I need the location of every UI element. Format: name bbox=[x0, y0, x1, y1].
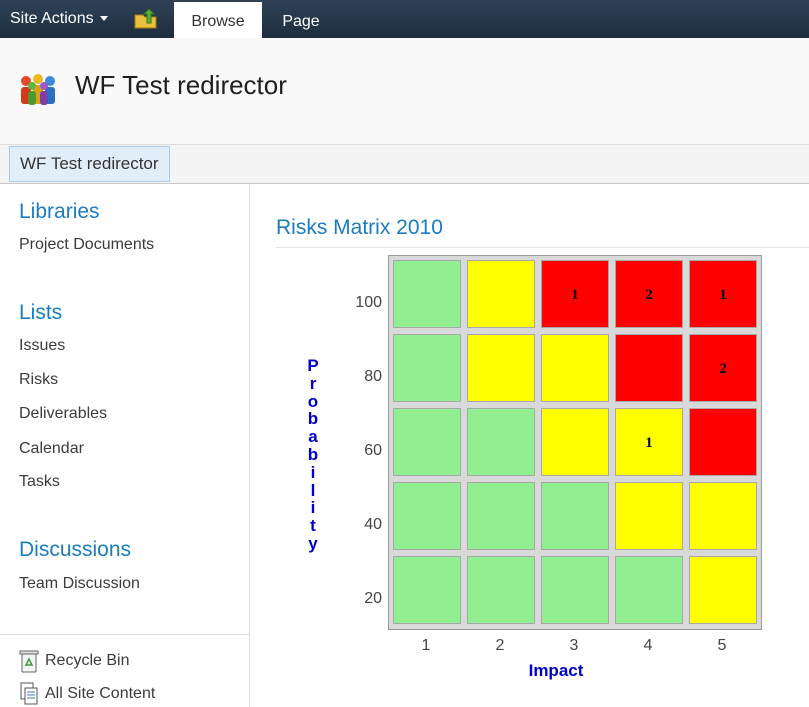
y-tick-label: 40 bbox=[364, 516, 382, 533]
y-axis-label-letter: b bbox=[307, 409, 319, 429]
y-axis-label-letter: o bbox=[307, 391, 319, 411]
y-axis-label-letter: l bbox=[310, 480, 316, 500]
nav-item-calendar[interactable]: Calendar bbox=[19, 440, 84, 457]
page-title: WF Test redirector bbox=[75, 70, 287, 100]
y-axis-label-letter: i bbox=[310, 498, 316, 518]
matrix-cell bbox=[467, 482, 535, 550]
site-actions-menu[interactable]: Site Actions bbox=[10, 0, 108, 38]
y-tick-label: 80 bbox=[364, 368, 382, 385]
y-axis-label-letter: i bbox=[310, 462, 316, 482]
matrix-cell bbox=[393, 260, 461, 328]
matrix-cell[interactable]: 2 bbox=[615, 260, 683, 328]
y-axis-label-letter: r bbox=[309, 373, 317, 393]
matrix-cell bbox=[467, 556, 535, 624]
nav-item-deliverables[interactable]: Deliverables bbox=[19, 405, 108, 422]
tab-browse[interactable]: Browse bbox=[174, 2, 262, 38]
x-tick-label: 2 bbox=[495, 637, 505, 654]
matrix-cell bbox=[541, 556, 609, 624]
matrix-cell bbox=[689, 556, 757, 624]
matrix-cell bbox=[615, 482, 683, 550]
matrix-cell[interactable]: 1 bbox=[689, 260, 757, 328]
site-content-icon bbox=[20, 682, 38, 705]
y-axis-label-letter: b bbox=[307, 444, 319, 464]
y-tick-label: 20 bbox=[364, 590, 382, 607]
matrix-cell bbox=[541, 334, 609, 402]
webpart-title-divider bbox=[276, 247, 809, 248]
matrix-cell bbox=[393, 408, 461, 476]
matrix-cell[interactable]: 1 bbox=[615, 408, 683, 476]
y-axis-label-letter: t bbox=[310, 516, 316, 536]
matrix-cell bbox=[689, 408, 757, 476]
recycle-bin-label: Recycle Bin bbox=[45, 652, 130, 670]
matrix-cell bbox=[393, 334, 461, 402]
y-axis-label-letter: P bbox=[307, 356, 319, 375]
x-tick-label: 3 bbox=[569, 637, 579, 654]
nav-item-project-documents[interactable]: Project Documents bbox=[19, 236, 155, 253]
matrix-cell bbox=[467, 260, 535, 328]
x-axis-label: Impact bbox=[528, 661, 584, 680]
x-tick-label: 1 bbox=[421, 637, 431, 654]
matrix-cell[interactable]: 2 bbox=[689, 334, 757, 402]
nav-item-issues[interactable]: Issues bbox=[19, 337, 66, 354]
recycle-bin-link[interactable]: Recycle Bin bbox=[19, 649, 129, 673]
y-axis-label-letter: y bbox=[308, 533, 318, 553]
y-axis-label-letter: a bbox=[308, 427, 318, 447]
matrix-cell bbox=[541, 408, 609, 476]
tab-page-label: Page bbox=[282, 13, 320, 30]
y-tick-label: 60 bbox=[364, 442, 382, 459]
all-site-content-link[interactable]: All Site Content bbox=[19, 682, 155, 706]
breadcrumb: WF Test redirector bbox=[0, 145, 809, 184]
site-actions-label: Site Actions bbox=[10, 10, 94, 27]
tab-page[interactable]: Page bbox=[262, 0, 340, 38]
nav-item-team-discussion[interactable]: Team Discussion bbox=[19, 575, 140, 592]
y-tick-label: 100 bbox=[355, 294, 382, 311]
matrix-cell[interactable]: 1 bbox=[541, 260, 609, 328]
tab-browse-label: Browse bbox=[191, 13, 245, 30]
nav-item-risks[interactable]: Risks bbox=[19, 371, 59, 388]
recycle-bin-icon bbox=[19, 650, 39, 673]
matrix-cell bbox=[467, 334, 535, 402]
site-people-logo-icon bbox=[18, 72, 58, 106]
x-tick-label: 4 bbox=[643, 637, 653, 654]
webpart-title[interactable]: Risks Matrix 2010 bbox=[276, 216, 443, 239]
quick-launch: Libraries Project Documents Lists Issues… bbox=[0, 184, 250, 707]
matrix-cell bbox=[615, 334, 683, 402]
matrix-cell bbox=[615, 556, 683, 624]
chevron-down-icon bbox=[99, 16, 108, 22]
matrix-cell bbox=[689, 482, 757, 550]
nav-heading-libraries[interactable]: Libraries bbox=[19, 200, 100, 223]
title-area: WF Test redirector bbox=[0, 38, 809, 145]
all-site-content-label: All Site Content bbox=[45, 685, 156, 703]
nav-heading-lists[interactable]: Lists bbox=[19, 301, 63, 324]
matrix-cell bbox=[393, 556, 461, 624]
matrix-cell bbox=[467, 408, 535, 476]
navigate-up-icon[interactable] bbox=[134, 8, 158, 29]
x-tick-label: 5 bbox=[717, 637, 727, 654]
nav-heading-discussions[interactable]: Discussions bbox=[19, 538, 132, 561]
matrix-cell bbox=[541, 482, 609, 550]
ribbon-bar: Site Actions Browse Page bbox=[0, 0, 809, 38]
nav-item-tasks[interactable]: Tasks bbox=[19, 473, 60, 490]
breadcrumb-item-site[interactable]: WF Test redirector bbox=[9, 146, 170, 182]
nav-divider bbox=[0, 634, 249, 635]
matrix-cell bbox=[393, 482, 461, 550]
